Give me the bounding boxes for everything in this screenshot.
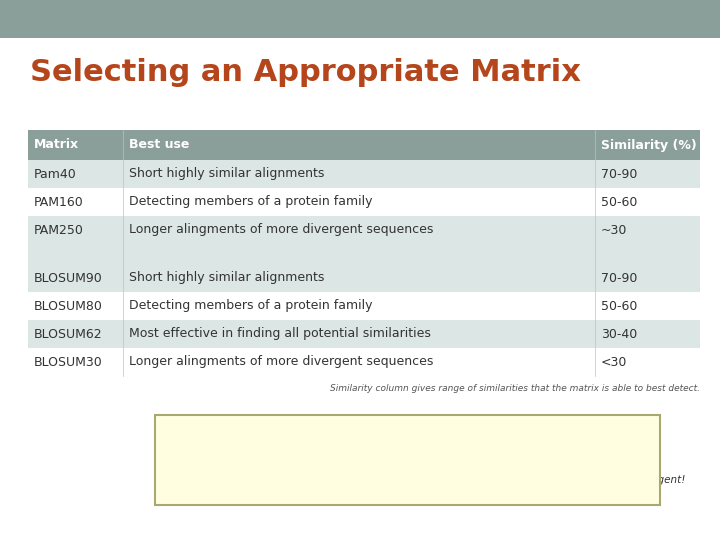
Text: BLOSUM 45: BLOSUM 45 xyxy=(525,428,593,438)
Text: PAM160: PAM160 xyxy=(34,195,84,208)
Text: PAM 250: PAM 250 xyxy=(534,446,584,456)
Text: 50-60: 50-60 xyxy=(601,195,637,208)
Text: BLOSUM30: BLOSUM30 xyxy=(34,355,103,368)
Bar xyxy=(28,348,700,376)
Text: Short highly similar alignments: Short highly similar alignments xyxy=(129,167,325,180)
Text: Detecting members of a protein family: Detecting members of a protein family xyxy=(129,195,372,208)
Text: BLOSUM62: BLOSUM62 xyxy=(34,327,103,341)
Bar xyxy=(28,320,700,348)
Text: ~30: ~30 xyxy=(601,224,627,237)
Text: 30-40: 30-40 xyxy=(601,327,637,341)
Text: Longer alingments of more divergent sequences: Longer alingments of more divergent sequ… xyxy=(129,355,433,368)
Bar xyxy=(28,160,700,188)
Text: <30: <30 xyxy=(601,355,627,368)
Text: Similarity (%): Similarity (%) xyxy=(601,138,697,152)
Text: Short highly similar alignments: Short highly similar alignments xyxy=(129,272,325,285)
Text: BLOSUM80: BLOSUM80 xyxy=(34,300,103,313)
Text: Pam40: Pam40 xyxy=(34,167,77,180)
Text: 70-90: 70-90 xyxy=(601,272,637,285)
Text: Similarity column gives range of similarities that the matrix is able to best de: Similarity column gives range of similar… xyxy=(330,384,700,393)
Text: Matrix: Matrix xyxy=(34,138,79,152)
Text: BLOSUM 80: BLOSUM 80 xyxy=(185,428,253,438)
Bar xyxy=(0,0,720,38)
Text: PAM 120: PAM 120 xyxy=(367,446,418,456)
Text: Longer alingments of more divergent sequences: Longer alingments of more divergent sequ… xyxy=(129,224,433,237)
Bar xyxy=(28,216,700,244)
Text: Best use: Best use xyxy=(129,138,189,152)
Text: Most effective in finding all potential similarities: Most effective in finding all potential … xyxy=(129,327,431,341)
Bar xyxy=(28,188,700,216)
Text: Selecting an Appropriate Matrix: Selecting an Appropriate Matrix xyxy=(30,58,581,87)
Text: BLOSUM90: BLOSUM90 xyxy=(34,272,103,285)
Bar xyxy=(28,292,700,320)
Bar xyxy=(28,130,700,160)
Bar xyxy=(155,415,660,505)
Text: PAM250: PAM250 xyxy=(34,224,84,237)
Text: 50-60: 50-60 xyxy=(601,300,637,313)
Text: Less divergent: Less divergent xyxy=(172,475,248,485)
Text: PAM 1: PAM 1 xyxy=(185,446,221,456)
Text: Detecting members of a protein family: Detecting members of a protein family xyxy=(129,300,372,313)
Text: 70-90: 70-90 xyxy=(601,167,637,180)
Bar xyxy=(28,264,700,292)
Text: BLOSUM 62: BLOSUM 62 xyxy=(359,428,426,438)
Bar xyxy=(28,244,700,264)
Text: More divergent!: More divergent! xyxy=(602,475,685,485)
